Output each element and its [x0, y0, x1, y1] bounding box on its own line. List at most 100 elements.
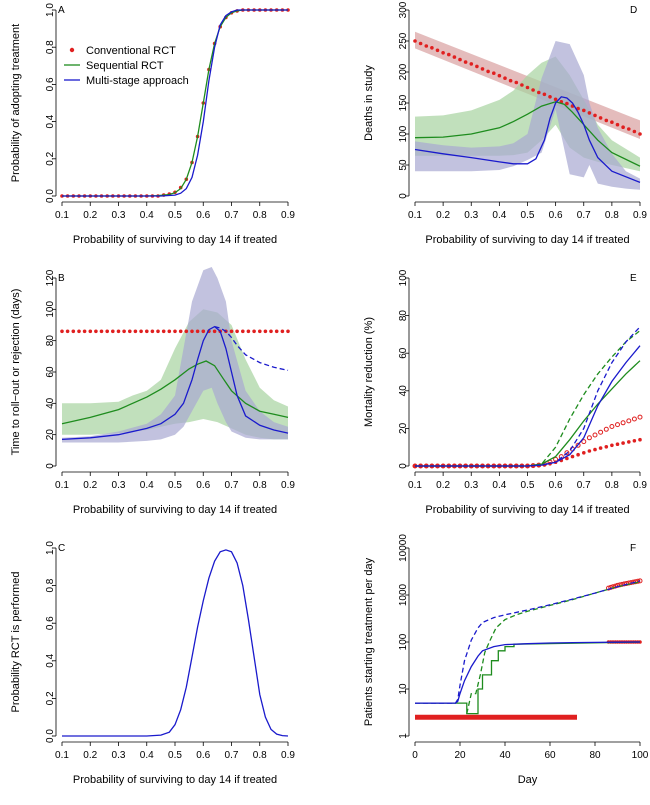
- data-point-conventional: [565, 101, 569, 106]
- data-point-conventional: [638, 437, 642, 442]
- data-point-conventional: [621, 441, 625, 445]
- data-point-conventional: [447, 52, 451, 57]
- data-point-conventional: [252, 329, 256, 334]
- x-tick-label: 0.1: [408, 480, 422, 491]
- x-axis-label: Probability of surviving to day 14 if tr…: [73, 234, 277, 246]
- data-point-conventional-open: [586, 435, 592, 441]
- data-point-conventional: [212, 329, 217, 334]
- series-line-multistage: [414, 96, 641, 184]
- y-axis-label: Time to roll−out or rejection (days): [10, 289, 22, 456]
- y-tick-label: 300: [398, 1, 409, 18]
- y-axis-label: Deaths in study: [363, 65, 375, 141]
- data-point-conventional-open: [615, 582, 620, 588]
- data-point-conventional: [274, 329, 279, 334]
- data-point-conventional: [537, 90, 541, 95]
- data-point-conventional: [458, 57, 462, 62]
- data-point-conventional: [610, 443, 614, 448]
- data-point-conventional: [435, 48, 440, 53]
- data-point-conventional: [60, 329, 64, 334]
- series-line-sequential-dashed: [466, 581, 641, 714]
- data-point-conventional: [280, 329, 285, 334]
- x-tick-label: 0.5: [521, 210, 535, 221]
- data-point-conventional: [246, 329, 251, 334]
- legend-label: Multi-stage approach: [86, 75, 189, 87]
- series-line-sequential: [62, 9, 288, 197]
- panel-letter: C: [58, 543, 65, 554]
- y-tick-label: 40: [398, 385, 409, 397]
- data-point-conventional-open: [598, 429, 604, 435]
- data-point-conventional: [269, 329, 273, 334]
- y-tick-label: 50: [398, 159, 409, 171]
- data-point-conventional: [150, 329, 155, 334]
- x-tick-label: 0.6: [196, 480, 210, 491]
- data-point-conventional: [587, 449, 592, 453]
- data-point-conventional-open: [617, 582, 623, 588]
- data-point-conventional: [632, 129, 637, 134]
- y-tick-label: 0: [45, 463, 56, 469]
- data-point-conventional-open: [630, 579, 636, 585]
- y-tick-label: 0.6: [45, 616, 56, 630]
- x-tick-label: 0.6: [549, 480, 563, 491]
- x-tick-label: 0.3: [464, 210, 478, 221]
- data-point-conventional: [582, 451, 586, 455]
- data-point-conventional: [452, 55, 457, 59]
- data-point-conventional: [604, 118, 609, 123]
- y-tick-label: 20: [398, 422, 409, 434]
- data-point-conventional-open: [637, 578, 643, 584]
- panel-letter: A: [58, 5, 65, 16]
- data-point-conventional: [139, 329, 143, 334]
- y-tick-label: 0: [398, 193, 409, 199]
- panel-f: F 0 20 40 60 80 100 1 10 100 1000 10000 Day Patients …: [363, 534, 649, 786]
- panel-c: C 0.1 0.2 0.3 0.4 0.5 0.6 0.7 0.8 0.9 0.0 0.2 0.4 0.6…: [10, 541, 295, 786]
- y-tick-label: 0.0: [45, 189, 56, 203]
- series-line-multistage-dashed: [415, 580, 641, 704]
- x-tick-label: 0.7: [225, 480, 239, 491]
- data-point-conventional: [486, 69, 490, 74]
- x-tick-label: 60: [544, 750, 556, 761]
- x-tick-label: 40: [499, 750, 511, 761]
- y-tick-label: 40: [45, 397, 56, 409]
- y-tick-label: 100: [398, 633, 409, 650]
- x-tick-label: 0.1: [408, 210, 422, 221]
- data-point-conventional: [621, 125, 625, 129]
- data-point-conventional: [480, 67, 485, 71]
- data-point-conventional: [167, 329, 172, 334]
- data-point-conventional: [71, 329, 76, 334]
- data-point-conventional: [286, 329, 290, 334]
- data-point-conventional: [576, 452, 580, 457]
- x-axis-label: Probability of surviving to day 14 if tr…: [73, 504, 277, 516]
- data-point-conventional-open: [564, 450, 570, 456]
- panel-letter: B: [58, 273, 65, 284]
- y-tick-label: 200: [398, 63, 409, 80]
- x-tick-label: 0.2: [436, 480, 450, 491]
- data-point-conventional: [508, 78, 513, 83]
- data-point-conventional-open: [610, 584, 616, 590]
- data-point-conventional-open: [581, 439, 587, 445]
- panel-b: B 0.1 0.2 0.3 0.4 0.5 0.6 0.7 0.8 0.9 0 20 40 60 80 100…: [10, 267, 295, 516]
- x-tick-label: 0.6: [196, 210, 210, 221]
- x-tick-label: 0.5: [168, 750, 182, 761]
- data-point-conventional: [156, 329, 160, 334]
- y-tick-label: 0.6: [45, 77, 56, 91]
- x-tick-label: 0.4: [492, 480, 506, 491]
- x-tick-label: 100: [632, 750, 649, 761]
- x-tick-label: 0.9: [281, 480, 295, 491]
- x-tick-label: 0.4: [140, 750, 154, 761]
- data-point-conventional: [116, 329, 121, 334]
- x-tick-label: 0.6: [549, 210, 563, 221]
- series-line-sequential: [415, 641, 641, 715]
- y-tick-label: 100: [398, 125, 409, 142]
- data-point-conventional: [133, 329, 138, 334]
- x-tick-label: 0.1: [55, 210, 69, 221]
- y-tick-label: 1.0: [45, 3, 56, 17]
- x-tick-label: 0.9: [281, 750, 295, 761]
- data-point-conventional: [514, 80, 519, 85]
- x-tick-label: 0.2: [83, 480, 97, 491]
- series-line-multistage: [61, 325, 289, 441]
- y-tick-label: 0.2: [45, 691, 56, 705]
- data-point-conventional: [229, 329, 234, 334]
- data-point-conventional: [525, 85, 530, 90]
- x-tick-label: 0.8: [605, 210, 619, 221]
